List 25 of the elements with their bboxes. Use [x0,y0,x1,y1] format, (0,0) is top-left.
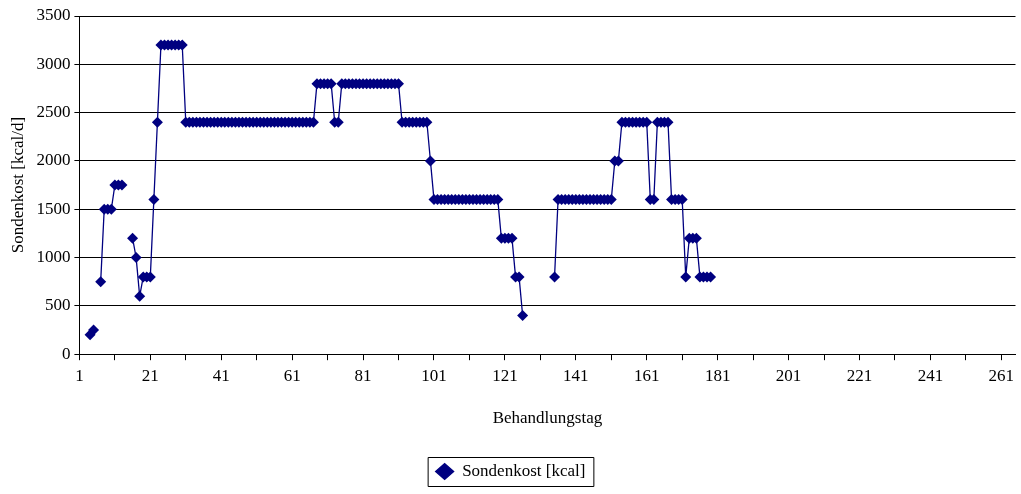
x-tick-label: 101 [421,365,447,385]
x-tick-label: 121 [492,365,518,385]
y-tick-label: 500 [44,295,71,315]
y-tick-label: 3000 [36,53,71,73]
x-tick-label: 61 [283,365,301,385]
x-tick-label: 181 [704,365,731,385]
x-tick-label: 1 [75,365,84,385]
x-tick-label: 141 [563,365,589,385]
y-tick-label: 3500 [36,5,71,25]
legend-label: Sondenkost [kcal] [462,460,586,480]
x-tick-label: 221 [846,365,873,385]
y-tick-label: 1500 [36,198,71,218]
x-tick-label: 261 [988,365,1015,385]
y-tick-label: 0 [61,343,71,363]
y-axis-title: Sondenkost [kcal/d] [7,116,27,254]
x-tick-label: 41 [212,365,230,385]
x-tick-label: 21 [141,365,159,385]
y-tick-label: 2000 [36,150,71,170]
x-tick-label: 81 [354,365,372,385]
x-tick-label: 201 [775,365,802,385]
y-tick-label: 2500 [36,102,71,122]
x-axis-title: Behandlungstag [492,408,603,428]
x-tick-label: 161 [633,365,660,385]
y-tick-label: 1000 [36,247,71,267]
x-tick-label: 241 [917,365,944,385]
